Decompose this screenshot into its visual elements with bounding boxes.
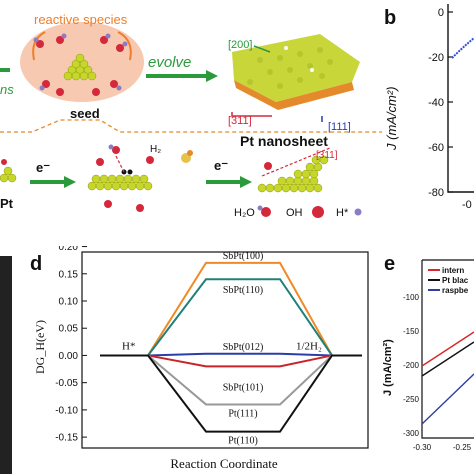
panel-d-ylabel: DG_H(eV) [33,320,47,374]
panel-b-ytick-4: -80 [428,187,444,199]
series-line-pt-111- [100,354,362,406]
panel-e-curve-black [421,341,474,377]
legend-h-icon [354,208,362,216]
ytick-label-2: 0.10 [59,297,79,308]
e-minus-label-2: e⁻ [214,158,228,173]
panel-e-ytick-4: -300 [403,429,420,438]
panel-d-chart: d 0.20 0.15 0.10 0.05 0.00 -0.05 -0.10 -0.15 Sb… [30,246,369,471]
mechanism-left-pt [0,166,17,183]
pt-fragment-text: Pt [0,196,14,211]
panel-e-curve-red [421,331,474,367]
facet-111-label: [111] [328,121,351,133]
panel-b-axis [447,4,474,193]
left-fragment-text: ns [0,82,14,97]
panel-d-right-state: 1/2H₂ [296,340,322,352]
panel-e: e J (mA/cm²) -100 -150 -200 -250 -300 -0… [382,253,474,452]
panel-d-label: d [30,253,42,275]
ytick-label-6: -0.10 [55,405,78,416]
panel-b-ylabel: J (mA/cm²) [384,86,399,151]
panel-b-ytick-1: -20 [428,52,444,64]
seed-label: seed [70,106,100,121]
ytick-label-5: -0.05 [55,378,78,389]
pt-nanosheet [232,34,360,110]
mechanism-right-step [257,155,329,193]
panel-e-ytick-0: -100 [403,293,420,302]
legend-h-label: H* [336,207,349,219]
e-arrowhead-2 [240,176,252,188]
seed-cluster [63,53,97,81]
mechanism-middle-molecules [96,144,193,212]
panel-b-ytick-2: -40 [428,97,444,109]
legend-oh-icon [312,206,324,218]
mechanism-step-dashed [261,147,331,177]
reactive-molecules [33,33,128,96]
mechanism-left-o [1,159,7,165]
reactive-species-label: reactive species [34,12,128,27]
panel-e-ytick-2: -200 [403,361,420,370]
panel-e-legend: intern Pt blac raspbe [428,266,469,295]
legend-h2o-icon-h [257,205,263,211]
series-label-sbpt-101-: SbPt(101) [223,382,264,393]
species-arrow-right [117,31,132,61]
species-arrow-left [32,31,46,61]
panel-d-series: SbPt(100) SbPt(110) SbPt(012) SbPt(101) Pt(1… [100,251,362,447]
legend-label-0: intern [442,266,464,275]
panel-d-yticks: 0.20 0.15 0.10 0.05 0.00 -0.05 -0.10 -0.15 [55,246,87,444]
facet-200-line [253,45,271,53]
panel-b: b J (mA/cm²) 0 -20 -40 -60 -80 -0 [384,4,474,211]
facet-311-label: [311] [228,115,252,127]
facet-311-bracket [231,112,272,117]
panel-b-xtick-partial: -0 [462,199,472,211]
facet-200-label: [200] [228,39,252,51]
panel-d-frame [81,251,369,449]
nanosheet-label: Pt nanosheet [240,133,328,149]
panel-b-ticks [448,11,453,193]
panel-b-ytick-3: -60 [428,142,444,154]
legend-h2o-icon [261,207,271,217]
panel-e-xtick-1: -0.25 [453,443,472,452]
ytick-label-0: 0.20 [59,246,79,253]
panel-e-xtick-0: -0.30 [413,443,432,452]
panel-c-image-strip [0,256,12,474]
panel-e-label: e [384,253,395,275]
evolve-label: evolve [148,54,191,71]
ytick-label-3: 0.05 [59,324,79,335]
series-label-pt-110-: Pt(110) [228,436,258,447]
series-label-sbpt-110-: SbPt(110) [223,285,263,296]
panel-e-ytick-1: -150 [403,327,420,336]
panel-d-xlabel: Reaction Coordinate [170,456,277,471]
panel-b-label: b [384,7,396,29]
panel-b-curve [451,37,474,59]
legend-label-2: raspbe [442,286,469,295]
legend-label-1: Pt blac [442,276,469,285]
h2-label: H₂ [150,144,161,155]
ytick-label-1: 0.15 [59,269,79,280]
e-minus-label-1: e⁻ [36,160,50,175]
panel-e-ytick-3: -250 [403,395,420,404]
series-label-sbpt-012-: SbPt(012) [223,342,264,353]
panel-e-ylabel: J (mA/cm²) [382,339,394,396]
mechanism-middle-cluster [87,174,153,191]
legend-h2o-label: H₂O [234,207,255,219]
mechanism-right-molecule [264,162,272,170]
ytick-label-4: 0.00 [59,351,79,362]
e-arrowhead-1 [64,176,76,188]
series-label-sbpt-100-: SbPt(100) [223,251,264,262]
evolve-arrowhead [206,70,218,82]
series-label-pt-111-: Pt(111) [228,408,257,419]
panel-e-axis [421,260,474,439]
mechanism-dashed-box [0,119,382,133]
series-line-pt-110- [100,354,362,433]
ytick-label-7: -0.15 [55,433,78,444]
mechanism-dashed-arrow [115,155,125,173]
legend-oh-label: OH [286,207,303,219]
panel-d-left-state: H* [122,340,135,352]
panel-a-schematic: reactive species seed ns evolve [200] [3 [0,12,382,219]
panel-b-ytick-0: 0 [438,7,444,19]
facet-311-label-b: [311] [316,150,338,161]
panel-e-curve-blue [421,373,474,425]
